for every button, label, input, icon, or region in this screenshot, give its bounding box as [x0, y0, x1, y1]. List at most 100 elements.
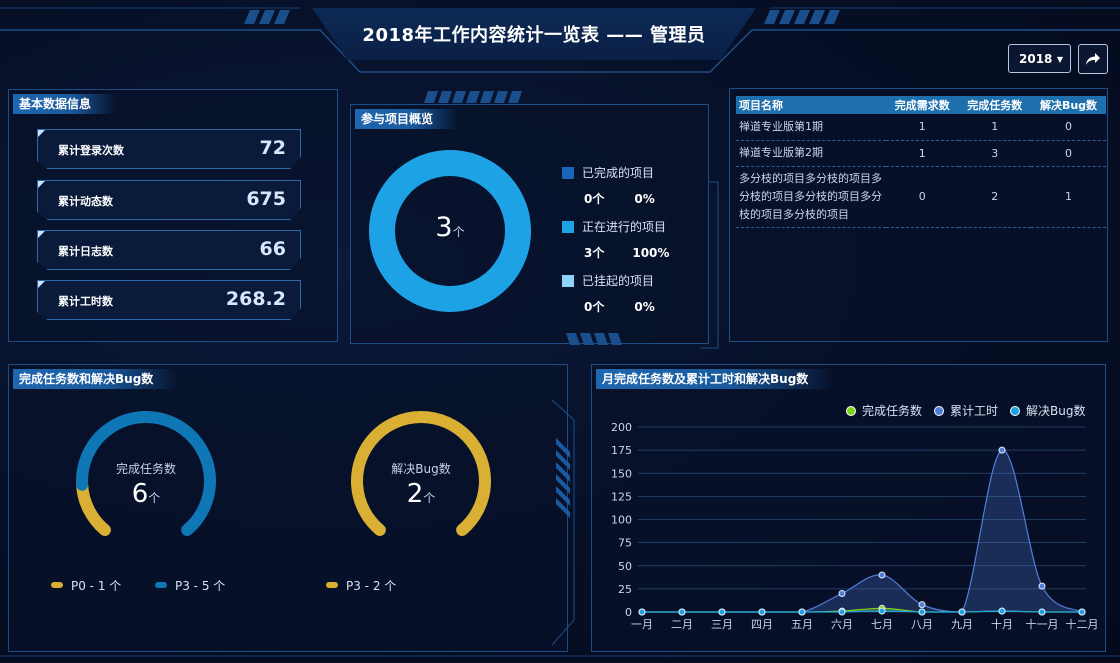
year-select[interactable]: 2018 ▼	[1008, 44, 1071, 73]
projects-table: 项目名称 完成需求数 完成任务数 解决Bug数 禅道专业版第1期 1 1 0 禅…	[736, 96, 1106, 228]
share-arrow-icon	[1086, 53, 1100, 65]
stat-value: 72	[259, 137, 286, 159]
column-header-bug: 解决Bug数	[1031, 96, 1106, 114]
legend-percent: 100%	[632, 246, 670, 260]
legend-swatch	[155, 582, 167, 588]
legend-count: 0个	[584, 192, 605, 206]
corner-accent	[38, 281, 45, 288]
data-point	[678, 608, 686, 616]
data-point	[798, 608, 806, 616]
req-cell: 1	[886, 140, 959, 167]
legend-bugs[interactable]: 解决Bug数	[1010, 402, 1085, 419]
column-header-name: 项目名称	[736, 96, 886, 114]
x-tick-label: 十月	[991, 617, 1013, 631]
data-point	[838, 590, 846, 597]
overview-legend-inprogress: 正在进行的项目 3个 100%	[562, 218, 669, 261]
donut-slice-1	[369, 150, 531, 312]
legend-name: 已完成的项目	[582, 166, 655, 180]
panel-title: 参与项目概览	[355, 109, 460, 129]
task-gauge-number: 6	[131, 479, 149, 509]
legend-text: P3 - 5 个	[175, 579, 226, 593]
task-cell: 3	[958, 140, 1031, 167]
tasks-panel-side-deco	[551, 400, 575, 646]
legend-count: 3个	[584, 246, 605, 260]
stat-card-hours: 累计工时数 268.2	[37, 280, 301, 320]
legend-swatch	[326, 582, 338, 588]
legend-p3-bug[interactable]: P3 - 2 个	[326, 577, 396, 594]
y-tick-label: 200	[611, 421, 632, 434]
req-cell: 1	[886, 114, 959, 141]
legend-percent: 0%	[634, 300, 655, 314]
share-button[interactable]	[1078, 44, 1108, 74]
bug-gauge	[351, 411, 491, 537]
bug-gauge-number: 2	[406, 479, 424, 509]
x-tick-label: 八月	[911, 618, 933, 631]
legend-hours[interactable]: 累计工时	[934, 402, 998, 419]
y-tick-label: 100	[611, 514, 632, 527]
legend-p3-task[interactable]: P3 - 5 个	[155, 577, 225, 594]
task-cell: 2	[958, 166, 1031, 228]
monthly-area-chart: 0 25 50 75 100 125 150 175 200 一月 二月 三月 四月 五月 六月 七月 八月 九月…	[611, 421, 1099, 631]
y-tick-label: 50	[618, 560, 632, 573]
panel-title: 基本数据信息	[13, 94, 118, 114]
table-row[interactable]: 禅道专业版第2期 1 3 0	[736, 140, 1106, 167]
overview-frame-deco	[424, 91, 719, 349]
donut-center-value: 3	[435, 212, 453, 243]
project-name-cell[interactable]: 禅道专业版第2期	[736, 140, 886, 167]
legend-text: P3 - 2 个	[346, 579, 397, 593]
table-header-row: 项目名称 完成需求数 完成任务数 解决Bug数	[736, 96, 1106, 114]
overview-legend-completed: 已完成的项目 0个 0%	[562, 164, 655, 207]
legend-text: 解决Bug数	[1026, 404, 1086, 418]
project-name-cell[interactable]: 禅道专业版第1期	[736, 114, 886, 141]
stat-value: 66	[259, 238, 286, 260]
x-tick-label: 十二月	[1066, 617, 1099, 631]
y-tick-label: 175	[611, 444, 632, 457]
legend-tasks[interactable]: 完成任务数	[846, 402, 922, 419]
legend-dot	[846, 406, 856, 416]
bug-gauge-value: 2个	[361, 479, 481, 509]
data-point	[878, 607, 886, 615]
data-point	[1078, 608, 1086, 616]
corner-accent	[38, 231, 45, 238]
donut-center-label: 3个	[362, 212, 538, 243]
column-header-task: 完成任务数	[958, 96, 1031, 114]
stat-label: 累计登录次数	[58, 144, 124, 157]
data-point	[638, 608, 646, 616]
panel-title: 月完成任务数及累计工时和解决Bug数	[596, 369, 835, 389]
corner-accent	[38, 130, 45, 137]
stat-card-logs: 累计日志数 66	[37, 230, 301, 270]
legend-p0-task[interactable]: P0 - 1 个	[51, 577, 121, 594]
task-gauge-unit: 个	[148, 491, 161, 505]
panel-title: 完成任务数和解决Bug数	[13, 369, 180, 389]
legend-swatch	[562, 221, 574, 233]
series-line-2	[642, 610, 1082, 613]
legend-swatch	[562, 275, 574, 287]
task-gauge-value: 6个	[86, 479, 206, 509]
legend-dot	[934, 406, 944, 416]
y-tick-label: 0	[625, 606, 632, 619]
data-point	[918, 608, 926, 616]
y-tick-label: 75	[618, 537, 632, 550]
legend-text: P0 - 1 个	[71, 579, 122, 593]
legend-swatch	[562, 167, 574, 179]
legend-text: 完成任务数	[862, 404, 923, 418]
stat-card-logins: 累计登录次数 72	[37, 129, 301, 169]
legend-percent: 0%	[634, 192, 655, 206]
x-tick-label: 九月	[951, 618, 973, 631]
data-point	[878, 571, 886, 579]
bug-cell: 1	[1031, 166, 1106, 228]
project-name-cell[interactable]: 多分枝的项目多分枝的项目多分枝的项目多分枝的项目多分枝的项目多分枝的项目	[736, 166, 886, 228]
data-point	[958, 608, 966, 616]
bug-cell: 0	[1031, 114, 1106, 141]
data-point	[998, 446, 1006, 454]
task-gauge-label: 完成任务数	[115, 462, 176, 476]
x-tick-label: 七月	[871, 618, 893, 631]
task-gauge-arcs	[76, 411, 216, 537]
table-row[interactable]: 禅道专业版第1期 1 1 0	[736, 114, 1106, 141]
chevron-down-icon: ▼	[1056, 55, 1063, 64]
overview-legend-suspended: 已挂起的项目 0个 0%	[562, 272, 655, 315]
table-row[interactable]: 多分枝的项目多分枝的项目多分枝的项目多分枝的项目多分枝的项目多分枝的项目 0 2…	[736, 166, 1106, 228]
legend-swatch	[51, 582, 63, 588]
basic-info-panel: 基本数据信息 累计登录次数 72 累计动态数 675 累计日志数 66 累计工时…	[8, 89, 338, 342]
gauge-segment-0	[351, 411, 491, 537]
